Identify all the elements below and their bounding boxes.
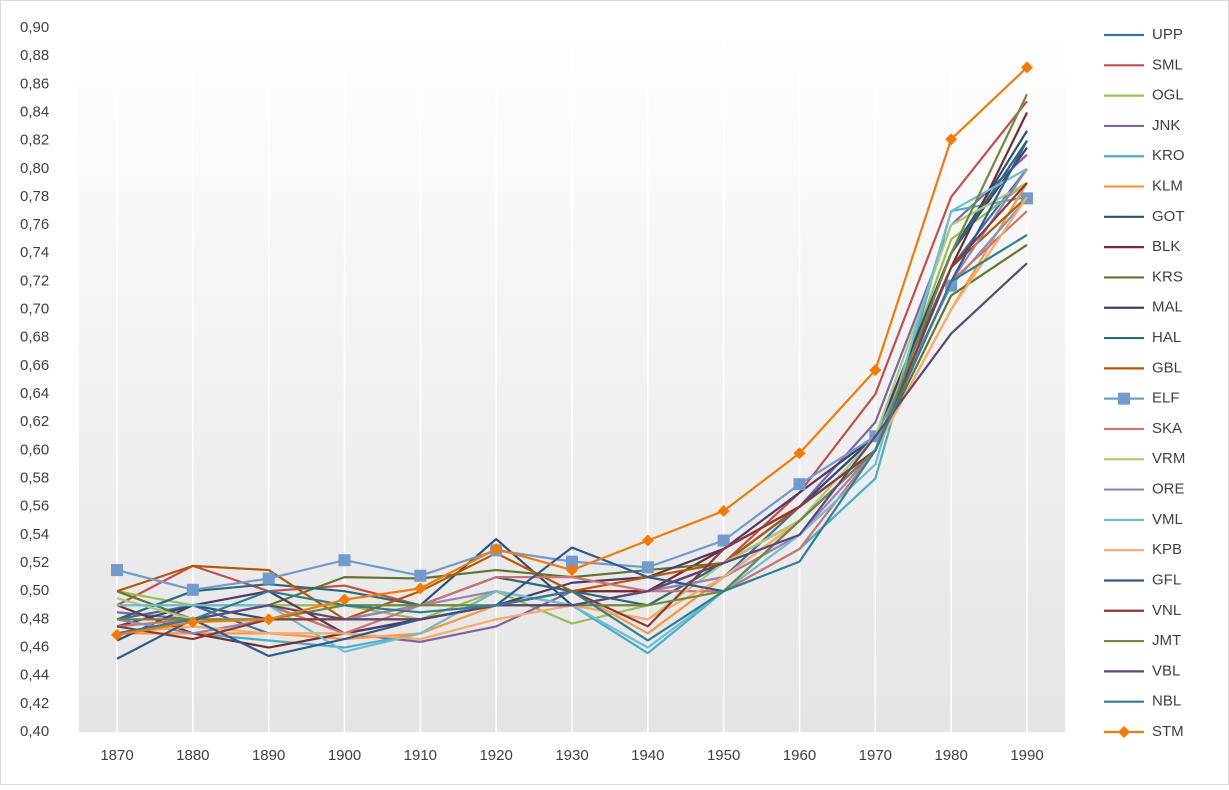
legend-label: JNK: [1152, 117, 1180, 134]
legend-label: OGL: [1152, 87, 1184, 104]
y-tick-label: 0,62: [20, 413, 49, 430]
legend-label: ELF: [1152, 390, 1180, 407]
legend-label: GOT: [1152, 208, 1185, 225]
y-tick-label: 0,82: [20, 132, 49, 149]
legend-label: VML: [1152, 511, 1183, 528]
y-tick-label: 0,80: [20, 160, 49, 177]
y-tick-label: 0,90: [20, 19, 49, 36]
x-tick-label: 1890: [252, 747, 285, 764]
labels: 0,40 0,42 0,44 0,46 0,48 0,50 0,52 0,54 0,56 0,58…: [20, 19, 1044, 764]
marker: [566, 555, 578, 568]
marker: [111, 564, 123, 577]
marker: [414, 569, 427, 582]
y-tick-label: 0,56: [20, 498, 49, 515]
marker: [414, 582, 427, 595]
marker: [338, 554, 351, 567]
marker: [793, 447, 806, 460]
y-tick-label: 0,74: [20, 244, 49, 261]
x-tick-label: 1900: [328, 747, 361, 764]
marker: [945, 133, 958, 146]
y-tick-label: 0,58: [20, 470, 49, 487]
y-tick-label: 0,60: [20, 441, 49, 458]
legend-label: BLK: [1152, 238, 1180, 255]
x-tick-label: 1880: [176, 747, 209, 764]
legend-label: KPB: [1152, 541, 1182, 558]
legend-label: HAL: [1152, 329, 1181, 346]
marker: [1118, 392, 1130, 405]
lines: [111, 61, 1033, 660]
y-tick-label: 0,50: [20, 582, 49, 599]
marker: [338, 593, 351, 606]
marker: [869, 364, 882, 377]
x-tick-label: 1930: [555, 747, 588, 764]
y-tick-label: 0,68: [20, 329, 49, 346]
legend-label: KRO: [1152, 147, 1185, 164]
legend-label: VRM: [1152, 450, 1185, 467]
y-tick-label: 0,76: [20, 216, 49, 233]
y-tick-label: 0,72: [20, 272, 49, 289]
legend-label: GFL: [1152, 571, 1181, 588]
y-tick-label: 0,44: [20, 667, 49, 684]
legend-label: KLM: [1152, 177, 1183, 194]
series-line: [116, 234, 1028, 642]
marker: [641, 561, 654, 574]
legend-label: NBL: [1152, 693, 1181, 710]
x-tick-label: 1950: [707, 747, 740, 764]
y-tick-label: 0,48: [20, 610, 49, 627]
legend-label: SKA: [1152, 420, 1182, 437]
x-tick-label: 1980: [934, 747, 967, 764]
marker: [111, 628, 123, 641]
y-tick-label: 0,86: [20, 75, 49, 92]
marker: [186, 616, 199, 629]
y-tick-label: 0,66: [20, 357, 49, 374]
legend-label: GBL: [1152, 359, 1182, 376]
marker: [566, 564, 578, 577]
marker: [793, 478, 806, 491]
marker: [262, 572, 275, 585]
y-tick-label: 0,46: [20, 638, 49, 655]
y-tick-label: 0,40: [20, 723, 49, 740]
marker: [1118, 726, 1130, 738]
marker: [490, 542, 503, 555]
marker: [186, 583, 199, 596]
y-tick-label: 0,70: [20, 301, 49, 318]
legend-label: SML: [1152, 56, 1183, 73]
series-line: [116, 262, 1028, 635]
x-tick-label: 1870: [100, 747, 133, 764]
y-tick-label: 0,78: [20, 188, 49, 205]
legend-label: UPP: [1152, 26, 1183, 43]
legend-label: STM: [1152, 723, 1184, 740]
y-tick-label: 0,88: [20, 47, 49, 64]
legend-label: MAL: [1152, 299, 1183, 316]
legend-label: ORE: [1152, 481, 1185, 498]
x-tick-label: 1970: [859, 747, 892, 764]
marker: [717, 504, 730, 517]
marker: [641, 534, 654, 547]
legend-label: VNL: [1152, 602, 1181, 619]
y-tick-label: 0,52: [20, 554, 49, 571]
y-tick-label: 0,42: [20, 695, 49, 712]
marker: [262, 613, 275, 626]
x-tick-label: 1940: [631, 747, 664, 764]
legend: UPP SML OGL JNK KRO KLM GOT BLK KRS MAL HAL GBL ELF S…: [1104, 26, 1185, 740]
legend-label: JMT: [1152, 632, 1181, 649]
legend-label: KRS: [1152, 268, 1183, 285]
y-tick-label: 0,84: [20, 103, 49, 120]
y-tick-label: 0,64: [20, 385, 49, 402]
marker: [1021, 61, 1033, 74]
y-tick-label: 0,54: [20, 526, 49, 543]
x-tick-label: 1960: [783, 747, 816, 764]
x-tick-label: 1910: [404, 747, 437, 764]
x-tick-label: 1990: [1010, 747, 1043, 764]
marker: [717, 534, 730, 547]
x-tick-label: 1920: [479, 747, 512, 764]
legend-label: VBL: [1152, 662, 1180, 679]
